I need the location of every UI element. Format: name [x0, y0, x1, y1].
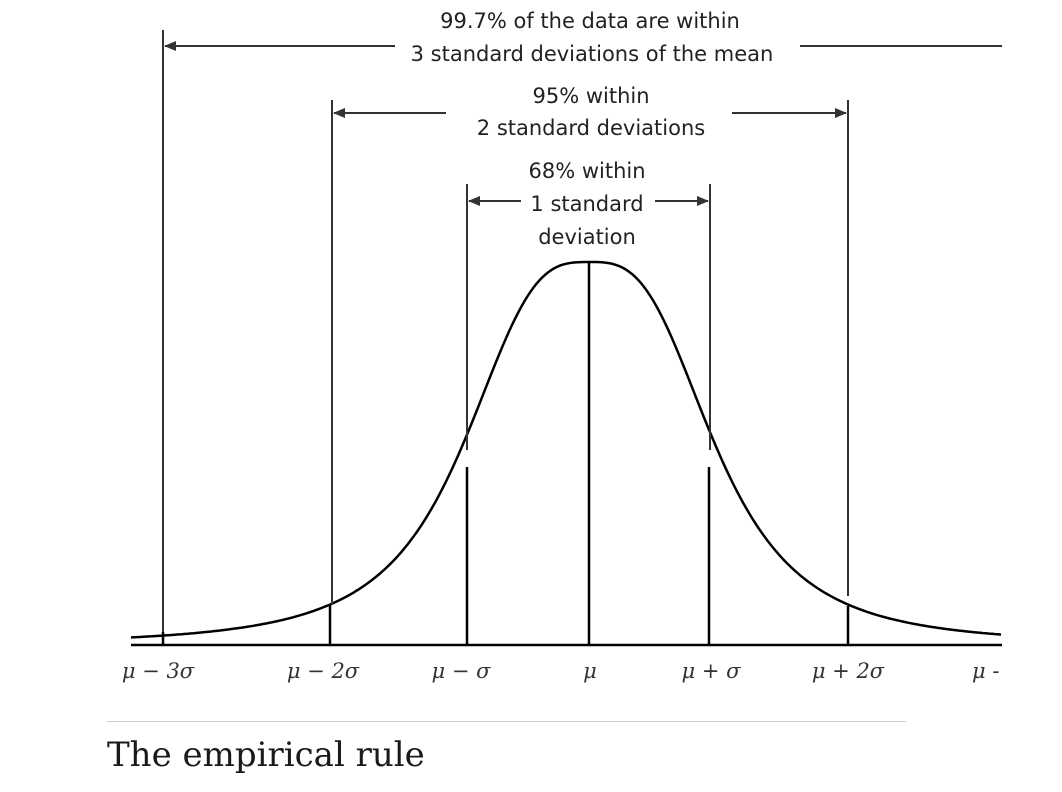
tick-label-plus1: μ + σ [682, 659, 742, 683]
figure-caption: The empirical rule [107, 735, 425, 775]
tick-label-minus3: μ − 3σ [122, 659, 195, 683]
label-1sigma-line3: deviation [538, 225, 636, 249]
label-3sigma-line2: 3 standard deviations of the mean [411, 42, 774, 66]
tick-label-minus2: μ − 2σ [287, 659, 360, 683]
empirical-rule-diagram: 99.7% of the data are within 3 standard … [122, 9, 1002, 683]
normal-curve [130, 260, 1002, 639]
label-1sigma-line1: 68% within [528, 159, 645, 183]
label-1sigma-line2: 1 standard [530, 192, 643, 216]
tick-label-minus1: μ − σ [432, 659, 492, 683]
tick-label-plus2: μ + 2σ [812, 659, 885, 683]
label-2sigma-line1: 95% within [532, 84, 649, 108]
tick-label-plus3: μ - [972, 659, 999, 683]
label-3sigma-line1: 99.7% of the data are within [440, 9, 740, 33]
label-2sigma-line2: 2 standard deviations [477, 116, 705, 140]
tick-label-mean: μ [583, 659, 597, 683]
caption-divider [107, 721, 906, 722]
